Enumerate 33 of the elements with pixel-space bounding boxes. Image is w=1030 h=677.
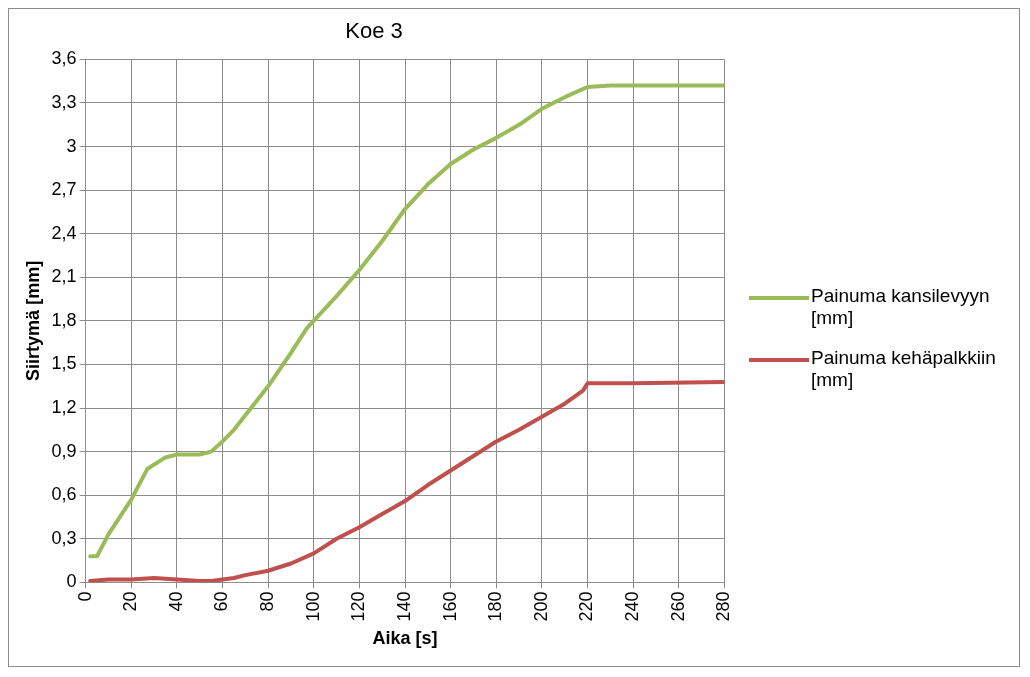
x-tick-label: 40: [165, 591, 186, 612]
x-tick-label: 200: [530, 591, 551, 622]
x-tick-label: 120: [348, 591, 369, 622]
y-tick-label: 2,1: [51, 266, 77, 287]
y-tick-label: 3,6: [51, 48, 77, 69]
x-axis-title: Aika [s]: [372, 628, 438, 649]
x-tick-label: 260: [667, 591, 688, 622]
x-tick-label: 160: [439, 591, 460, 622]
x-tick-label: 80: [257, 591, 278, 612]
y-tick-label: 2,7: [51, 179, 77, 200]
x-tick-label: 140: [393, 591, 414, 622]
legend-label: Painuma kehäpalkkiin [mm]: [811, 346, 997, 391]
y-tick-label: 1,8: [51, 309, 77, 330]
y-tick-label: 0,3: [51, 527, 77, 548]
y-tick-label: 0,9: [51, 440, 77, 461]
y-tick-label: 1,2: [51, 397, 77, 418]
x-tick-label: 20: [120, 591, 141, 612]
x-tick-label: 100: [302, 591, 323, 622]
y-axis-title: Siirtymä [mm]: [22, 260, 43, 381]
y-tick-label: 0: [66, 571, 77, 592]
y-tick-label: 3,3: [51, 91, 77, 112]
x-tick-label: 0: [74, 591, 95, 602]
y-tick-label: 2,4: [51, 222, 77, 243]
x-tick-label: 220: [576, 591, 597, 622]
x-tick-label: 180: [485, 591, 506, 622]
x-tick-label: 60: [211, 591, 232, 612]
x-tick-label: 240: [622, 591, 643, 622]
x-tick-label: 280: [713, 591, 734, 622]
y-tick-label: 1,5: [51, 353, 77, 374]
y-tick-label: 0,6: [51, 484, 77, 505]
chart-title: Koe 3: [345, 18, 403, 44]
legend-label: Painuma kansilevyyn [mm]: [811, 284, 991, 329]
y-tick-label: 3: [66, 135, 77, 156]
